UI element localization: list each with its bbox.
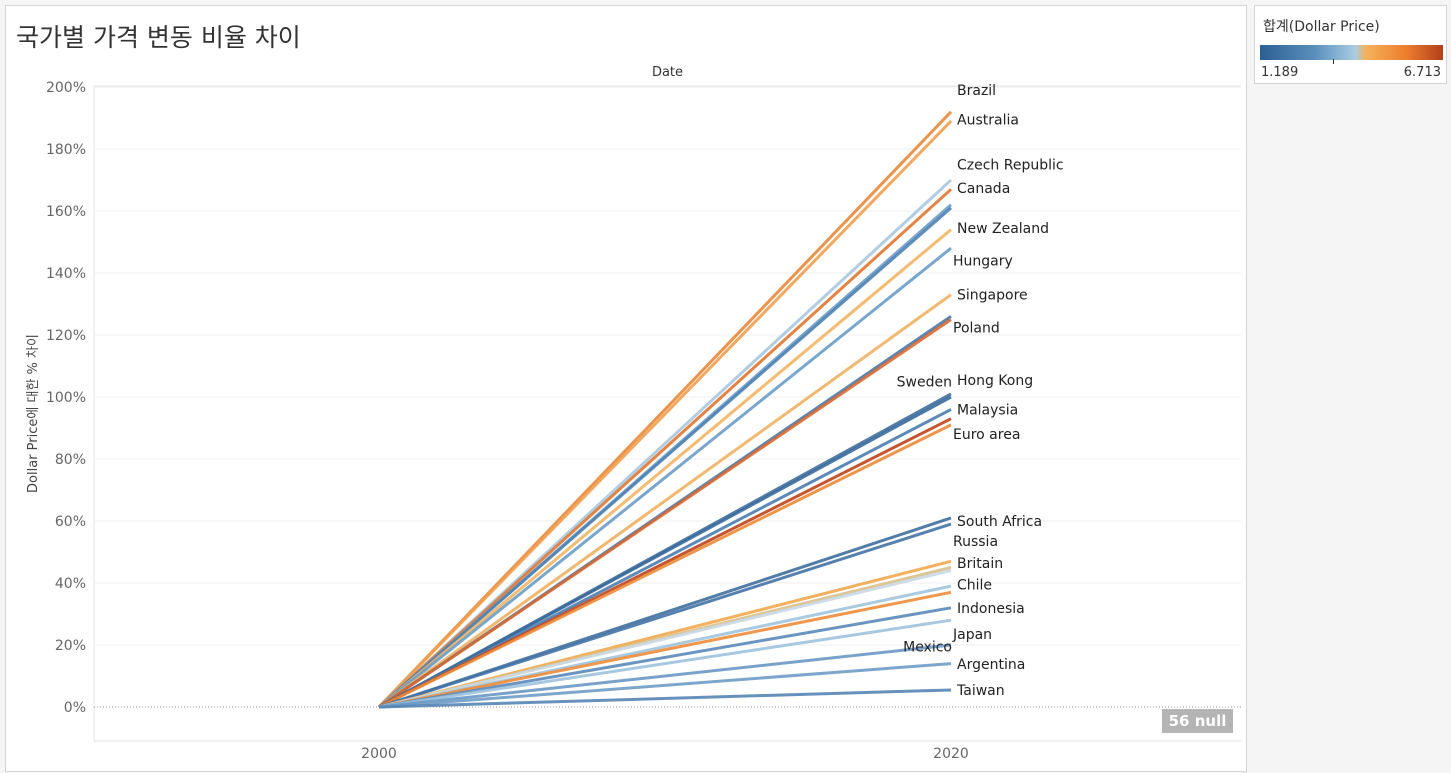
series-label-czech-republic: Czech Republic	[957, 158, 1064, 174]
series-label-malaysia: Malaysia	[957, 402, 1018, 418]
series-label-euro-area: Euro area	[953, 427, 1020, 443]
series-label-britain: Britain	[957, 556, 1003, 572]
color-legend[interactable]: 합계(Dollar Price) 1.189 6.713	[1254, 5, 1447, 84]
series-line-argentina[interactable]	[378, 662, 952, 709]
series-label-australia: Australia	[957, 113, 1019, 129]
column-header-date: Date	[652, 65, 683, 80]
series-line-japan[interactable]	[378, 618, 952, 709]
y-tick-label: 20%	[55, 638, 86, 654]
series-label-japan: Japan	[952, 627, 992, 643]
series-label-argentina: Argentina	[957, 657, 1025, 673]
series-label-hungary: Hungary	[953, 254, 1013, 270]
legend-marker	[1333, 59, 1335, 64]
series-line-indonesia[interactable]	[378, 606, 952, 709]
chart-panel: 국가별 가격 변동 비율 차이 Brazil Australia Czech Rep…	[5, 5, 1247, 772]
legend-title: 합계(Dollar Price)	[1263, 19, 1380, 35]
y-tick-label: 80%	[55, 452, 86, 468]
series-line-taiwan[interactable]	[378, 688, 952, 709]
series-label-south-africa: South Africa	[957, 514, 1042, 530]
legend-max-value: 6.713	[1403, 65, 1441, 80]
legend-min-value: 1.189	[1261, 65, 1299, 80]
legend-color-ramp	[1260, 45, 1443, 60]
y-tick-label: 200%	[46, 80, 86, 96]
y-tick-label: 180%	[46, 142, 86, 158]
y-tick-label: 40%	[55, 576, 86, 592]
series-label-sweden: Sweden	[897, 375, 952, 391]
y-tick-label: 60%	[55, 514, 86, 530]
series-label-new-zealand: New Zealand	[957, 221, 1049, 237]
x-tick-label: 2020	[933, 746, 969, 762]
series-label-canada: Canada	[957, 181, 1010, 197]
y-tick-label: 0%	[64, 700, 86, 716]
series-label-russia: Russia	[953, 534, 998, 550]
series-line-mexico[interactable]	[378, 643, 952, 709]
y-tick-label: 120%	[46, 328, 86, 344]
null-badge[interactable]: 56 null	[1169, 712, 1227, 730]
null-badge-bg[interactable]	[1162, 709, 1233, 733]
series-line-britain-3[interactable]	[378, 569, 952, 709]
series-line-hungary[interactable]	[378, 247, 952, 709]
series-line-new-zealand[interactable]	[378, 228, 952, 709]
series-line-australia[interactable]	[377, 120, 953, 709]
y-tick-label: 140%	[46, 266, 86, 282]
series-line-hong-kong[interactable]	[378, 395, 952, 709]
x-tick-label: 2000	[361, 746, 397, 762]
y-tick-label: 100%	[46, 390, 86, 406]
series-label-hong-kong: Hong Kong	[957, 373, 1033, 389]
series-line-poland-2[interactable]	[378, 318, 952, 709]
series-label-singapore: Singapore	[957, 288, 1028, 304]
series-line-euro-area-2[interactable]	[378, 423, 952, 709]
series-line-russia[interactable]	[378, 522, 952, 709]
series-line-singapore[interactable]	[378, 293, 952, 709]
y-axis-label: Dollar Price에 대한 % 차이	[26, 334, 41, 493]
series-label-mexico: Mexico	[903, 640, 952, 656]
series-label-indonesia: Indonesia	[957, 601, 1025, 617]
series-label-chile: Chile	[957, 578, 992, 594]
series-label-taiwan: Taiwan	[956, 683, 1005, 699]
series-line-canada[interactable]	[377, 188, 953, 709]
line-chart[interactable]: Brazil Australia Czech Republic Canada New Z…	[6, 6, 1246, 771]
series-label-poland: Poland	[953, 320, 1000, 336]
series-line-chile-2[interactable]	[378, 590, 952, 709]
chart-title: 국가별 가격 변동 비율 차이	[16, 23, 301, 52]
y-tick-label: 160%	[46, 204, 86, 220]
series-line-canada-3[interactable]	[378, 206, 952, 709]
series-label-brazil: Brazil	[957, 83, 996, 99]
